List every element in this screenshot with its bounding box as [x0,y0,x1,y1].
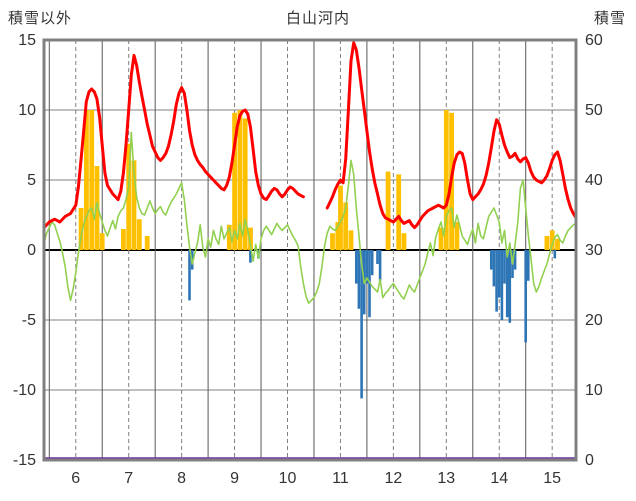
svg-text:30: 30 [585,242,603,259]
svg-text:60: 60 [585,32,603,49]
svg-text:7: 7 [124,470,133,487]
svg-text:11: 11 [332,470,349,487]
svg-text:8: 8 [177,470,186,487]
svg-text:15: 15 [18,32,36,49]
right-axis-title: 積雪 [593,10,626,27]
left-axis-title: 積雪以外 [8,10,73,27]
svg-text:15: 15 [543,470,561,487]
chart-title: 白山河内 [285,10,351,27]
svg-text:9: 9 [230,470,239,487]
svg-text:-5: -5 [22,312,36,329]
svg-text:10: 10 [585,382,603,399]
svg-text:14: 14 [490,470,508,487]
svg-text:5: 5 [27,172,36,189]
svg-text:10: 10 [279,470,297,487]
svg-text:20: 20 [585,312,603,329]
svg-text:0: 0 [585,452,594,469]
svg-text:40: 40 [585,172,603,189]
svg-text:50: 50 [585,102,603,119]
svg-text:10: 10 [18,102,36,119]
svg-text:12: 12 [384,470,402,487]
svg-text:0: 0 [27,242,36,259]
svg-text:-15: -15 [13,452,36,469]
svg-text:13: 13 [437,470,455,487]
svg-text:6: 6 [71,470,80,487]
svg-text:-10: -10 [13,382,36,399]
